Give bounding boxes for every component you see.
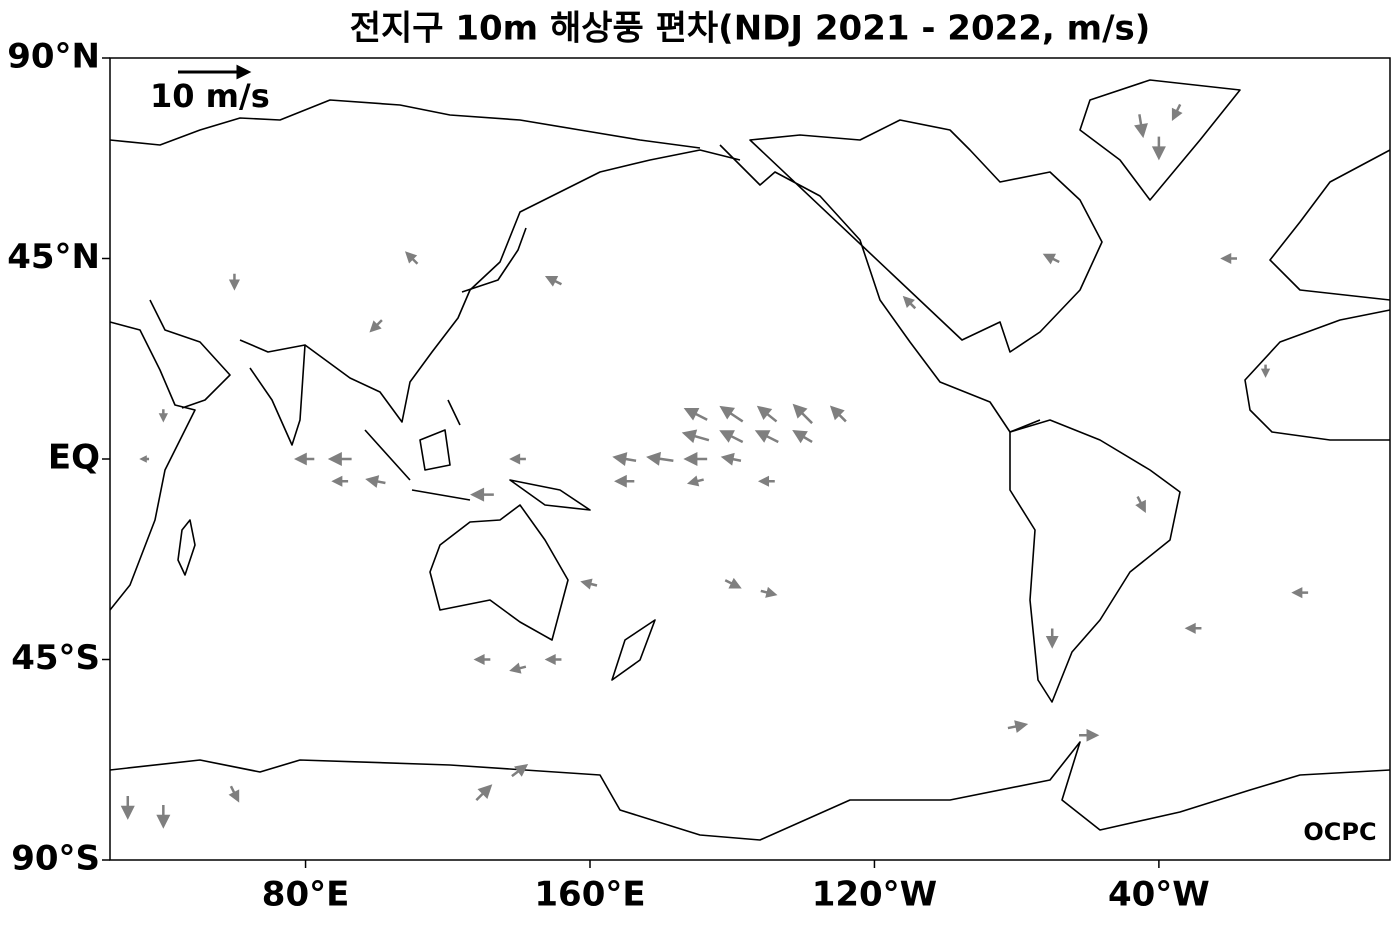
y-tick-label: EQ <box>48 438 100 478</box>
wind-vector <box>404 251 419 265</box>
wind-vector <box>614 474 635 488</box>
wind-vector <box>681 429 710 444</box>
wind-vector <box>509 662 527 674</box>
wind-vector <box>544 653 562 666</box>
wind-vector <box>228 273 240 291</box>
coastlines <box>109 79 1391 841</box>
south-america <box>1009 419 1181 703</box>
wind-vector <box>756 405 778 423</box>
wind-vector <box>720 452 742 466</box>
wind-vector <box>760 586 778 598</box>
wind-vector <box>156 804 171 829</box>
wind-vector <box>1079 728 1100 742</box>
wind-vector <box>683 407 708 421</box>
map-title: 전지구 10m 해상풍 편차(NDJ 2021 - 2022, m/s) <box>350 9 1151 49</box>
africa-east <box>109 321 196 611</box>
x-tick-label: 120°W <box>812 875 937 915</box>
wind-vector <box>1291 587 1309 599</box>
wind-vector <box>1151 136 1166 161</box>
wind-vector <box>1171 103 1183 121</box>
reference-vector <box>178 64 252 80</box>
wind-vector <box>331 475 349 487</box>
wind-vector <box>470 487 494 502</box>
eurasia-north <box>109 99 701 149</box>
wind-vector <box>612 452 637 467</box>
wind-vector <box>719 430 744 444</box>
maritime-continent <box>364 399 591 511</box>
wind-vector <box>792 403 813 425</box>
y-tick-label: 90°S <box>11 839 100 879</box>
x-tick-label: 160°E <box>534 875 645 915</box>
wind-vector <box>646 451 674 466</box>
north-america <box>719 119 1103 433</box>
wind-vector <box>1042 253 1060 265</box>
wind-vector <box>1045 628 1059 649</box>
wind-vector <box>683 451 708 467</box>
wind-vector <box>1134 114 1148 139</box>
wind-vector <box>544 276 563 287</box>
x-tick-label: 80°E <box>262 875 350 915</box>
wind-vector <box>120 796 135 820</box>
new-zealand <box>611 619 656 681</box>
reference-label: 10 m/s <box>150 77 270 115</box>
arabia-india <box>149 299 306 446</box>
wind-vector <box>1220 252 1237 265</box>
wind-vector <box>580 578 598 590</box>
wind-vector <box>294 452 315 466</box>
wind-vector <box>158 409 168 423</box>
australia <box>429 504 569 641</box>
wind-vector <box>511 763 529 778</box>
wind-vector <box>139 455 150 463</box>
wind-vector <box>228 785 240 803</box>
wind-vector <box>902 295 917 310</box>
wind-vector <box>829 405 847 423</box>
japan <box>461 227 527 293</box>
y-tick-label: 45°N <box>7 237 100 277</box>
wind-vector <box>686 475 704 487</box>
wind-vector <box>792 430 813 444</box>
y-tick-label: 45°S <box>11 638 100 678</box>
wind-vector <box>754 430 779 444</box>
wind-vector <box>1260 364 1271 378</box>
wind-vector <box>1007 720 1029 733</box>
x-tick-label: 40°W <box>1108 875 1210 915</box>
wind-vector <box>475 784 493 802</box>
greenland <box>1079 79 1241 201</box>
wind-vector <box>719 405 744 423</box>
wind-vector <box>1135 495 1146 514</box>
wind-vector <box>724 577 742 589</box>
asia-east <box>304 149 741 423</box>
wind-vector <box>473 653 491 666</box>
wind-vector <box>509 453 526 465</box>
wind-vector <box>369 319 383 333</box>
logo: OCPC <box>1303 818 1376 846</box>
y-tick-label: 90°N <box>7 37 100 77</box>
madagascar <box>177 519 196 576</box>
antarctica <box>109 741 1391 841</box>
wind-vector <box>365 475 386 488</box>
wind-vector <box>1184 622 1202 634</box>
europe-africa-west <box>1244 149 1391 441</box>
wind-vector <box>327 451 352 467</box>
wind-vector <box>757 475 775 487</box>
